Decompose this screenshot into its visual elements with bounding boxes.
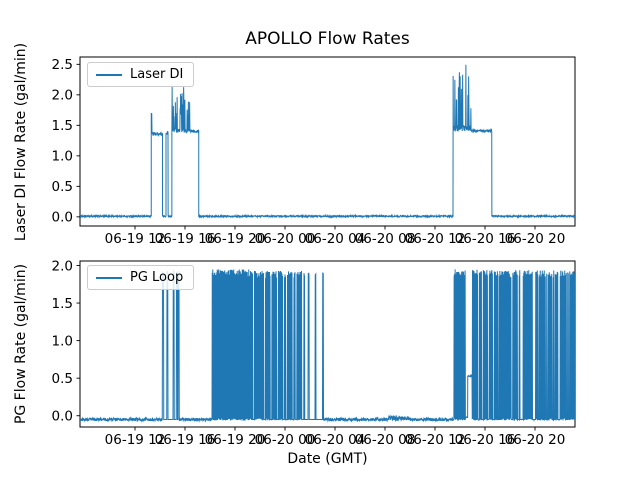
y-tick-label: 0.0 <box>52 210 73 226</box>
x-tick-label: 06-19 16 <box>155 432 216 448</box>
x-tick-label: 06-19 16 <box>155 231 216 247</box>
x-tick-label: 06-19 20 <box>205 432 266 448</box>
x-tick-label: 06-19 12 <box>105 231 166 247</box>
y-tick-label: 1.0 <box>52 149 73 165</box>
chart-title: APOLLO Flow Rates <box>245 29 410 49</box>
x-tick-label: 06-20 00 <box>255 432 316 448</box>
x-tick-label: 06-20 20 <box>505 231 566 247</box>
x-tick-label: 06-20 04 <box>305 231 366 247</box>
y-tick-label: 2.0 <box>52 88 73 104</box>
y-axis-label-laser-di: Laser DI Flow Rate (gal/min) <box>13 42 29 242</box>
y-tick-label: 0.5 <box>52 179 73 195</box>
x-tick-label: 06-19 20 <box>205 231 266 247</box>
x-tick-label: 06-20 12 <box>405 231 466 247</box>
y-tick-label: 1.5 <box>52 296 73 312</box>
y-tick-label: 2.0 <box>52 258 73 274</box>
legend-line-sample-icon <box>96 276 122 279</box>
x-tick-label: 06-20 00 <box>255 231 316 247</box>
y-axis-label-pg-loop: PG Flow Rate (gal/min) <box>13 263 29 425</box>
legend-pg-loop: PG Loop <box>87 265 195 290</box>
x-tick-label: 06-20 08 <box>355 432 416 448</box>
y-tick-label: 0.5 <box>52 371 73 387</box>
x-tick-label: 06-20 16 <box>455 432 516 448</box>
x-tick-label: 06-20 08 <box>355 231 416 247</box>
legend-laser-di: Laser DI <box>87 62 195 87</box>
legend-label: PG Loop <box>130 270 184 285</box>
legend-label: Laser DI <box>130 67 184 82</box>
y-tick-label: 2.5 <box>52 57 73 73</box>
series-line-laser-di <box>80 64 575 219</box>
x-tick-label: 06-20 20 <box>505 432 566 448</box>
x-tick-label: 06-20 12 <box>405 432 466 448</box>
y-tick-label: 1.5 <box>52 118 73 134</box>
y-tick-label: 1.0 <box>52 333 73 349</box>
x-axis-label: Date (GMT) <box>287 451 368 467</box>
x-tick-label: 06-20 04 <box>305 432 366 448</box>
x-tick-label: 06-19 12 <box>105 432 166 448</box>
x-tick-label: 06-20 16 <box>455 231 516 247</box>
legend-line-sample-icon <box>96 73 122 76</box>
y-tick-label: 0.0 <box>52 409 73 425</box>
